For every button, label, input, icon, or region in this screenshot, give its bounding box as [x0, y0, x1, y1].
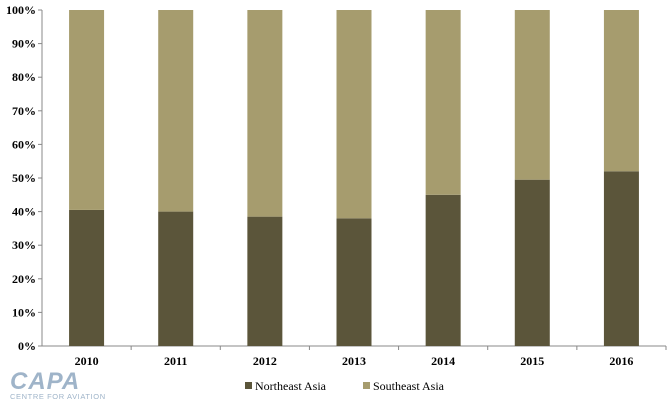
x-tick-label: 2016 [609, 354, 633, 368]
bar-northeast-asia [69, 209, 105, 346]
y-tick-label: 0% [18, 339, 36, 353]
logo-wordmark: CAPA [10, 368, 81, 395]
legend-label: Northeast Asia [255, 379, 327, 393]
y-tick-label: 20% [12, 272, 36, 286]
y-tick-label: 80% [12, 70, 36, 84]
bar-southeast-asia [514, 10, 550, 180]
bar-northeast-asia [336, 218, 372, 346]
legend-label: Southeast Asia [373, 379, 445, 393]
y-tick-label: 10% [12, 305, 36, 319]
bar-northeast-asia [514, 179, 550, 346]
y-tick-label: 90% [12, 37, 36, 51]
bar-southeast-asia [69, 10, 105, 210]
legend-swatch [245, 382, 252, 389]
y-tick-label: 70% [12, 104, 36, 118]
bar-northeast-asia [425, 194, 461, 346]
x-tick-label: 2011 [164, 354, 187, 368]
y-tick-label: 100% [6, 3, 36, 17]
y-tick-label: 60% [12, 137, 36, 151]
logo-subtitle: CENTRE FOR AVIATION [10, 392, 106, 401]
y-tick-label: 30% [12, 238, 36, 252]
x-tick-label: 2012 [253, 354, 277, 368]
bar-northeast-asia [603, 171, 639, 346]
bar-southeast-asia [247, 10, 283, 217]
legend-swatch [363, 382, 370, 389]
bar-southeast-asia [158, 10, 194, 212]
x-tick-label: 2014 [431, 354, 455, 368]
bar-southeast-asia [336, 10, 372, 219]
y-tick-label: 50% [12, 171, 36, 185]
bar-southeast-asia [425, 10, 461, 195]
bar-southeast-asia [603, 10, 639, 172]
y-tick-label: 40% [12, 205, 36, 219]
x-tick-label: 2013 [342, 354, 366, 368]
bar-northeast-asia [158, 211, 194, 346]
x-tick-label: 2015 [520, 354, 544, 368]
bar-northeast-asia [247, 216, 283, 346]
x-tick-label: 2010 [75, 354, 99, 368]
capa-logo: CAPA CENTRE FOR AVIATION [8, 368, 108, 402]
